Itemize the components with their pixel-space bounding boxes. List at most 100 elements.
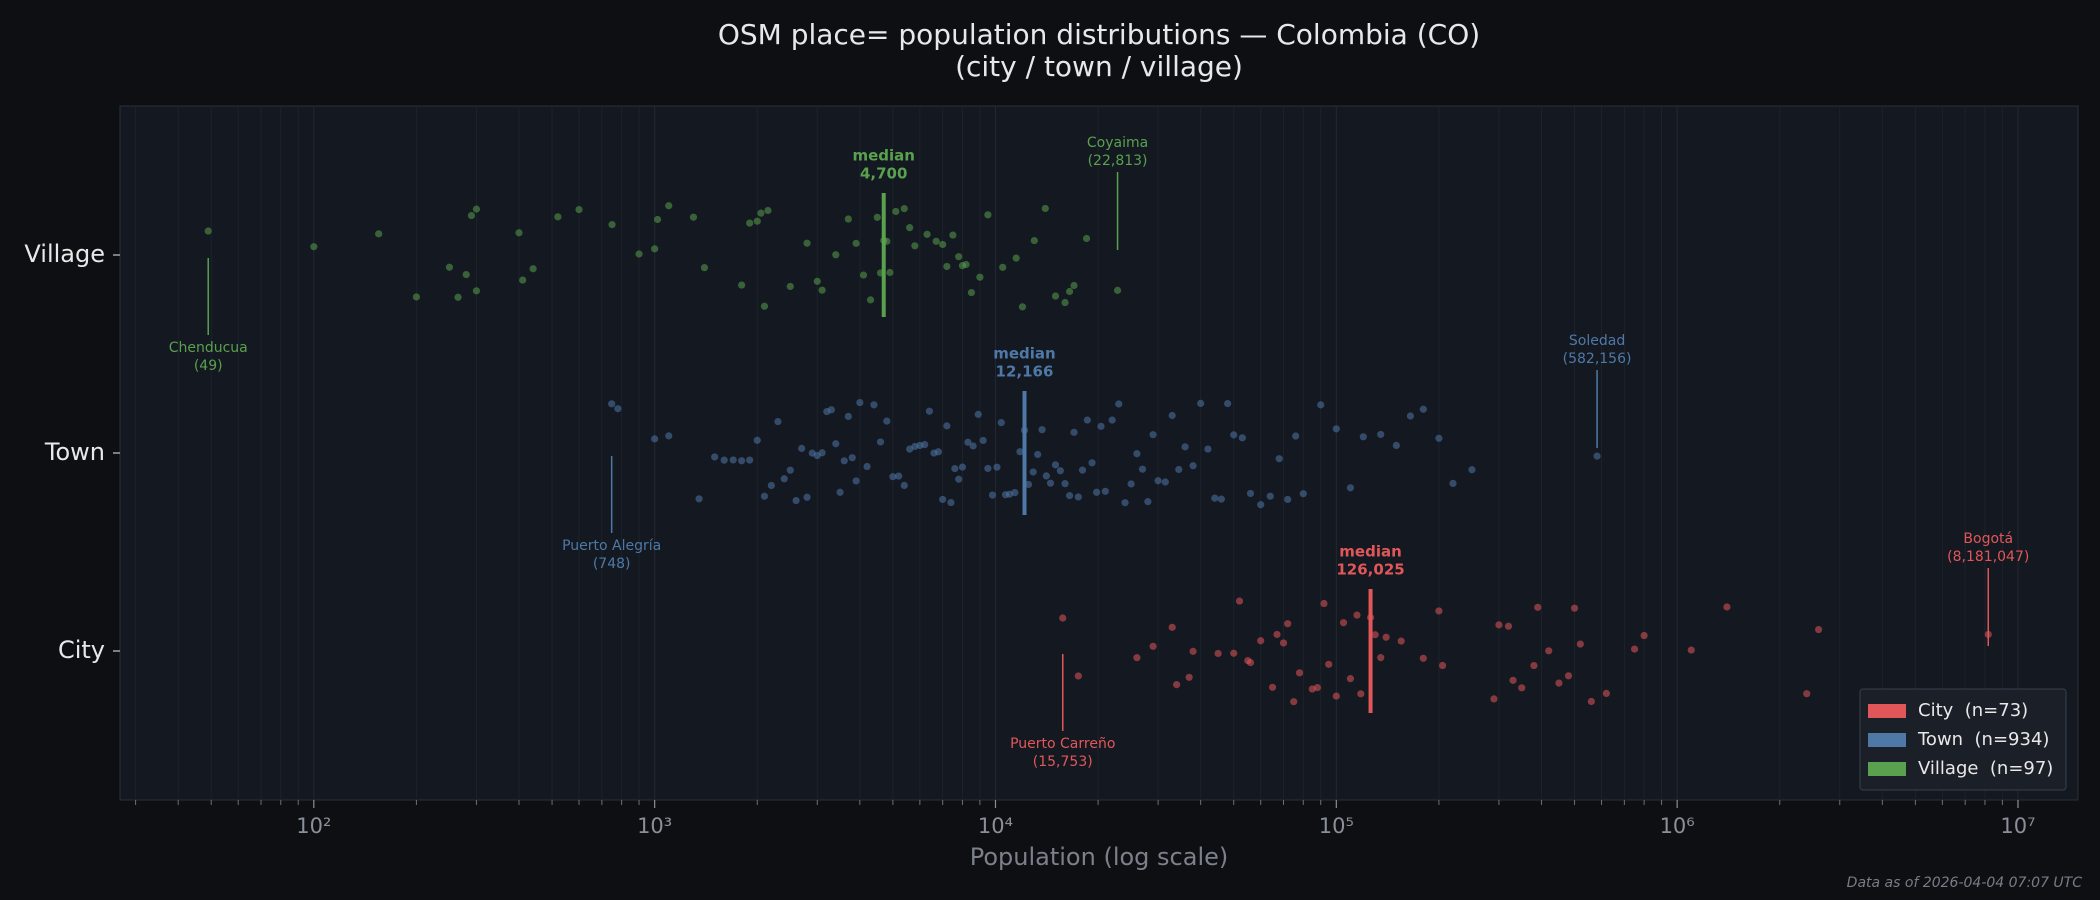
point (1204, 445, 1212, 453)
point (472, 205, 481, 213)
point (974, 410, 982, 418)
point (856, 398, 864, 407)
point (1449, 479, 1457, 488)
point (1056, 467, 1064, 475)
legend-label: Village (n=97) (1918, 758, 2053, 779)
point (462, 270, 470, 279)
point (651, 245, 659, 253)
point (1382, 633, 1390, 641)
point (454, 293, 462, 301)
point (1189, 647, 1197, 655)
point (832, 251, 840, 259)
point (764, 206, 772, 215)
point (1723, 603, 1731, 611)
point (1279, 639, 1288, 647)
point (1530, 661, 1538, 670)
point (1168, 411, 1176, 420)
point (1295, 669, 1304, 677)
point (792, 496, 800, 505)
point (997, 419, 1005, 427)
point (467, 211, 476, 220)
point (859, 271, 868, 279)
point (1509, 676, 1517, 684)
y-tick-label: Town (44, 438, 105, 466)
point (1814, 625, 1823, 634)
point (1121, 499, 1129, 507)
point (1435, 607, 1443, 615)
point (665, 202, 673, 210)
point (1097, 422, 1105, 430)
point (1230, 431, 1238, 439)
point (999, 263, 1007, 271)
point (1030, 236, 1038, 245)
median-text: median (1339, 543, 1401, 561)
point (729, 456, 737, 464)
point (1275, 455, 1283, 463)
point (1490, 695, 1498, 703)
point (1061, 480, 1069, 488)
point (947, 498, 955, 507)
point (1038, 426, 1046, 434)
point (651, 435, 659, 443)
point (1266, 492, 1274, 500)
point (921, 440, 929, 449)
point (608, 400, 616, 408)
point (738, 281, 746, 289)
point (515, 229, 523, 237)
point (665, 432, 673, 440)
point (1602, 689, 1610, 698)
annotation-value: (22,813) (1088, 153, 1148, 169)
point (746, 456, 754, 464)
point (1181, 443, 1189, 451)
point (1419, 405, 1427, 413)
point (614, 405, 622, 413)
point (934, 448, 942, 456)
point (1495, 621, 1503, 629)
plot-area (119, 105, 2079, 801)
x-tick-label: 10⁴ (978, 814, 1013, 838)
point (1108, 416, 1116, 424)
point (832, 440, 840, 448)
annotation-name: Chenducua (169, 340, 248, 356)
point (1066, 492, 1074, 500)
point (840, 457, 848, 465)
point (1325, 660, 1333, 668)
point (1029, 468, 1037, 476)
point (1127, 480, 1135, 488)
point (1332, 425, 1340, 433)
median-value: 126,025 (1336, 561, 1404, 579)
point (1018, 303, 1027, 311)
point (1012, 254, 1020, 262)
annotation-value: (582,156) (1563, 351, 1632, 367)
point (1197, 399, 1205, 407)
legend-label: Town (n=934) (1917, 729, 2049, 750)
point (780, 475, 788, 483)
point (1175, 465, 1183, 474)
point (958, 463, 967, 471)
annotation-value: (8,181,047) (1947, 549, 2029, 565)
point (1504, 622, 1513, 630)
point (827, 406, 835, 414)
point (818, 449, 826, 457)
point (1555, 679, 1563, 687)
point (967, 288, 976, 297)
point (1149, 431, 1157, 439)
point (1066, 287, 1074, 296)
point (906, 224, 914, 232)
point (1059, 614, 1067, 622)
point (1211, 494, 1219, 502)
point (932, 237, 940, 245)
legend-label: City (n=73) (1918, 700, 2028, 721)
point (472, 287, 481, 295)
point (554, 213, 562, 221)
annotation-name: Soledad (1569, 333, 1625, 349)
point (1074, 493, 1082, 501)
x-tick-label: 10³ (637, 814, 672, 838)
point (943, 262, 951, 271)
point (1034, 450, 1042, 459)
point (1630, 645, 1639, 653)
point (786, 466, 794, 474)
point (939, 495, 947, 504)
point (852, 477, 860, 485)
